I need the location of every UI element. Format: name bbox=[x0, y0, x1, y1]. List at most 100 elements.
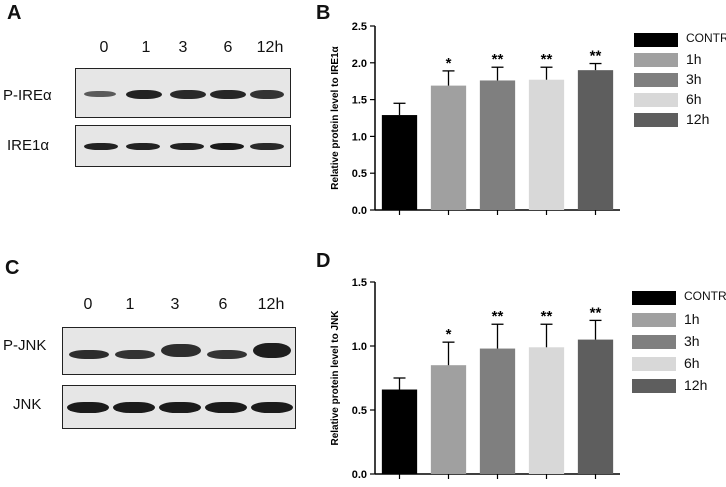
legend-swatch bbox=[634, 53, 678, 67]
blot-band bbox=[67, 402, 109, 413]
legend-swatch bbox=[634, 33, 678, 47]
significance-marker: * bbox=[446, 326, 452, 343]
bar bbox=[381, 389, 418, 474]
significance-marker: ** bbox=[492, 308, 504, 325]
legend-swatch bbox=[634, 93, 678, 107]
blot-band bbox=[210, 90, 246, 99]
panel-letter-c: C bbox=[5, 257, 20, 279]
bar bbox=[528, 347, 565, 474]
blot-band bbox=[69, 350, 109, 359]
panel-letter-a: A bbox=[7, 2, 22, 24]
y-axis-label: Relative protein level to IRE1α bbox=[330, 45, 341, 189]
legend-label: CONTROL bbox=[686, 31, 726, 45]
significance-marker: * bbox=[446, 55, 452, 72]
blot-band bbox=[161, 344, 201, 357]
legend-entry: 1h bbox=[632, 311, 726, 328]
blot-band bbox=[250, 90, 284, 99]
y-axis-label: Relative protein level to JNK bbox=[330, 310, 341, 446]
significance-marker: ** bbox=[541, 51, 553, 68]
lane-label: 1 bbox=[125, 296, 135, 313]
legend-label: 12h bbox=[686, 111, 710, 127]
blot-band bbox=[84, 91, 116, 97]
bar bbox=[430, 85, 467, 210]
legend-entry: 6h bbox=[634, 91, 726, 108]
blot-band bbox=[210, 143, 244, 150]
bar-chart-jnk: 0.0 0.5 1.0 1.5 Relative protein level to JN… bbox=[330, 277, 620, 481]
blot-image-jnk bbox=[62, 385, 296, 429]
blot-image-p-jnk bbox=[62, 327, 296, 375]
lane-label: 12h bbox=[257, 296, 285, 313]
significance-marker: ** bbox=[590, 48, 602, 65]
legend-label: 3h bbox=[684, 333, 700, 349]
y-tick-label: 0.0 bbox=[352, 205, 367, 217]
legend-label: 6h bbox=[684, 355, 700, 371]
bar bbox=[479, 80, 516, 210]
bar-chart-ire1a: 0.0 0.5 1.0 1.5 2.0 2.5 Relative protein level… bbox=[330, 21, 620, 217]
legend-swatch bbox=[632, 379, 676, 393]
y-tick-label: 1.5 bbox=[352, 277, 367, 289]
blot-band bbox=[126, 143, 160, 150]
legend-swatch bbox=[632, 291, 676, 305]
legend-label: 6h bbox=[686, 91, 702, 107]
blot-band bbox=[170, 90, 206, 99]
blot-row-label: P-JNK bbox=[3, 337, 47, 354]
blot-image-p-ire1a bbox=[75, 68, 291, 118]
bar bbox=[479, 348, 516, 474]
panel-letter-b: B bbox=[316, 2, 331, 24]
legend-swatch bbox=[632, 357, 676, 371]
blot-band bbox=[126, 90, 162, 99]
y-tick-label: 1.5 bbox=[352, 95, 367, 107]
blot-band bbox=[113, 402, 155, 413]
legend-jnk: CONTROL 1h 3h 6h 12h bbox=[632, 289, 726, 400]
y-tick-label: 1.0 bbox=[352, 341, 367, 353]
y-tick-label: 2.0 bbox=[352, 58, 367, 70]
significance-marker: ** bbox=[541, 308, 553, 325]
blot-image-ire1a bbox=[75, 125, 291, 167]
blot-band bbox=[159, 402, 201, 413]
y-tick-label: 0.5 bbox=[352, 168, 367, 180]
blot-row-label: IRE1α bbox=[7, 137, 50, 154]
legend-entry: 3h bbox=[634, 71, 726, 88]
blot-band bbox=[84, 143, 118, 150]
blot-band bbox=[205, 402, 247, 413]
legend-swatch bbox=[632, 335, 676, 349]
legend-label: 3h bbox=[686, 71, 702, 87]
significance-marker: ** bbox=[590, 304, 602, 321]
lane-label: 1 bbox=[141, 39, 151, 56]
y-tick-label: 0.5 bbox=[352, 405, 367, 417]
blot-row-label: P-IREα bbox=[3, 87, 52, 104]
legend-swatch bbox=[634, 113, 678, 127]
legend-entry: 3h bbox=[632, 333, 726, 350]
blot-band bbox=[115, 350, 155, 359]
bar bbox=[430, 365, 467, 474]
lane-label: 3 bbox=[178, 39, 188, 56]
legend-swatch bbox=[632, 313, 676, 327]
bar bbox=[528, 79, 565, 210]
legend-entry: 6h bbox=[632, 355, 726, 372]
legend-ire1a: CONTROL 1h 3h 6h 12h bbox=[634, 31, 726, 142]
significance-marker: ** bbox=[492, 51, 504, 68]
legend-label: CONTROL bbox=[684, 289, 726, 303]
legend-label: 1h bbox=[684, 311, 700, 327]
y-tick-label: 0.0 bbox=[352, 469, 367, 481]
lane-label: 6 bbox=[223, 39, 233, 56]
lane-label: 3 bbox=[170, 296, 180, 313]
lane-label: 0 bbox=[99, 39, 109, 56]
legend-label: 12h bbox=[684, 377, 708, 393]
legend-label: 1h bbox=[686, 51, 702, 67]
legend-swatch bbox=[634, 73, 678, 87]
blot-band bbox=[170, 143, 204, 150]
blot-band bbox=[251, 402, 293, 413]
panel-letter-d: D bbox=[316, 250, 331, 272]
legend-entry: 1h bbox=[634, 51, 726, 68]
y-tick-label: 1.0 bbox=[352, 131, 367, 143]
blot-row-label: JNK bbox=[13, 396, 42, 413]
lane-label: 12h bbox=[256, 39, 284, 56]
y-tick-label: 2.5 bbox=[352, 21, 367, 33]
legend-entry: CONTROL bbox=[634, 31, 726, 48]
blot-band bbox=[253, 343, 291, 358]
bar bbox=[381, 115, 418, 210]
bar bbox=[577, 339, 614, 474]
legend-entry: 12h bbox=[632, 377, 726, 394]
legend-entry: CONTROL bbox=[632, 289, 726, 306]
